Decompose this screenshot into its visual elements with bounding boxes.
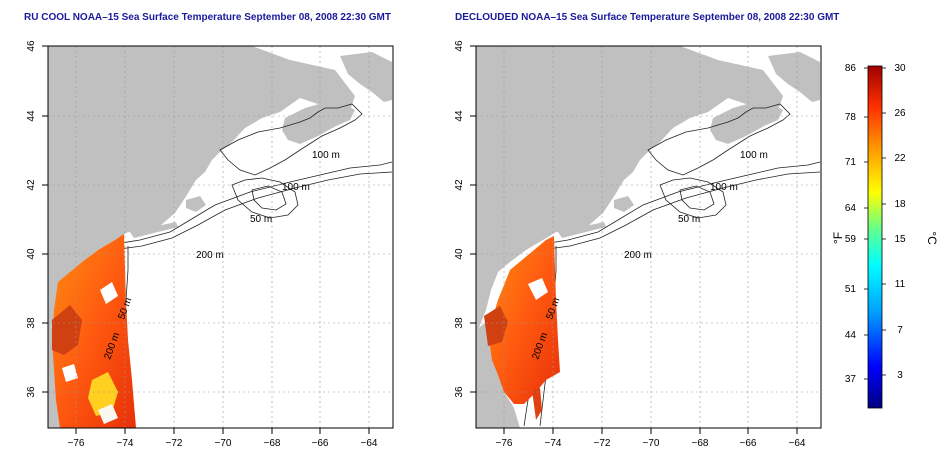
colorbar-f-tick: 44 bbox=[845, 330, 857, 341]
colorbar-f-tick: 51 bbox=[845, 284, 857, 295]
colorbar-c-tick: 22 bbox=[894, 153, 906, 164]
lat-tick: 46 bbox=[26, 40, 37, 52]
grid-left bbox=[48, 46, 393, 428]
colorbar-c-tick: 3 bbox=[897, 370, 903, 381]
contour-label: 100 m bbox=[282, 182, 310, 193]
colorbar-f-tick: 78 bbox=[845, 112, 857, 123]
contour-label: 100 m bbox=[312, 150, 340, 161]
colorbar-c-tick: 26 bbox=[894, 108, 906, 119]
colorbar-f-tick: 64 bbox=[845, 203, 857, 214]
contour-label: 50 m bbox=[250, 214, 272, 225]
lat-tick: 42 bbox=[26, 179, 37, 191]
map-frame-left bbox=[47, 45, 394, 429]
lon-tick: −66 bbox=[312, 438, 329, 449]
lon-tick: −68 bbox=[264, 438, 281, 449]
colorbar-gradient bbox=[867, 65, 883, 409]
colorbar-unit-f: °F bbox=[831, 232, 845, 244]
contour-label: 50 m bbox=[678, 214, 700, 225]
lat-tick: 40 bbox=[454, 248, 465, 260]
colorbar-f-tick: 86 bbox=[845, 63, 857, 74]
contour-label: 100 m bbox=[740, 150, 768, 161]
colorbar: 86 78 71 64 59 51 44 37 30 26 22 18 15 1… bbox=[831, 63, 939, 409]
lon-tick: −68 bbox=[692, 438, 709, 449]
lon-axis-right: −76 −74 −72 −70 −68 −66 −64 bbox=[496, 428, 806, 449]
lat-tick: 44 bbox=[26, 110, 37, 122]
lon-tick: −70 bbox=[215, 438, 232, 449]
lon-tick: −72 bbox=[166, 438, 183, 449]
colorbar-c-tick: 15 bbox=[894, 234, 906, 245]
lat-tick: 36 bbox=[454, 386, 465, 398]
map-panel-left: 100 m 100 m 50 m 200 m 200 m 50 m 46 44 … bbox=[26, 40, 394, 449]
colorbar-c-tick: 30 bbox=[894, 63, 906, 74]
colorbar-f-tick: 71 bbox=[845, 157, 857, 168]
lon-tick: −76 bbox=[68, 438, 85, 449]
lon-tick: −76 bbox=[496, 438, 513, 449]
grid-right bbox=[476, 46, 821, 428]
colorbar-c-tick: 7 bbox=[897, 325, 903, 336]
lon-tick: −64 bbox=[789, 438, 806, 449]
map-frame-right bbox=[475, 45, 822, 429]
lon-tick: −74 bbox=[545, 438, 562, 449]
map-panel-right: 100 m 100 m 50 m 200 m 200 m 50 m 46 44 … bbox=[454, 40, 822, 449]
lat-tick: 36 bbox=[26, 386, 37, 398]
panel-title-left: RU COOL NOAA–15 Sea Surface Temperature … bbox=[24, 12, 391, 23]
colorbar-c-tick: 18 bbox=[894, 199, 906, 210]
lon-tick: −72 bbox=[594, 438, 611, 449]
lat-tick: 38 bbox=[454, 317, 465, 329]
contour-label: 200 m bbox=[624, 250, 652, 261]
lat-axis-left: 46 44 42 40 38 36 bbox=[26, 40, 48, 398]
lon-tick: −64 bbox=[361, 438, 378, 449]
lon-tick: −74 bbox=[117, 438, 134, 449]
lat-tick: 40 bbox=[26, 248, 37, 260]
lat-tick: 46 bbox=[454, 40, 465, 52]
colorbar-f-tick: 37 bbox=[845, 374, 857, 385]
lon-tick: −66 bbox=[740, 438, 757, 449]
lat-axis-right: 46 44 42 40 38 36 bbox=[454, 40, 476, 398]
colorbar-f-tick: 59 bbox=[845, 234, 857, 245]
lon-axis-left: −76 −74 −72 −70 −68 −66 −64 bbox=[68, 428, 378, 449]
lat-tick: 38 bbox=[26, 317, 37, 329]
lat-tick: 42 bbox=[454, 179, 465, 191]
contour-label: 200 m bbox=[196, 250, 224, 261]
contour-label: 100 m bbox=[710, 182, 738, 193]
colorbar-c-tick: 11 bbox=[895, 279, 906, 290]
panel-title-right: DECLOUDED NOAA–15 Sea Surface Temperatur… bbox=[455, 12, 840, 23]
lat-tick: 44 bbox=[454, 110, 465, 122]
lon-tick: −70 bbox=[643, 438, 660, 449]
colorbar-unit-c: °C bbox=[925, 231, 939, 245]
